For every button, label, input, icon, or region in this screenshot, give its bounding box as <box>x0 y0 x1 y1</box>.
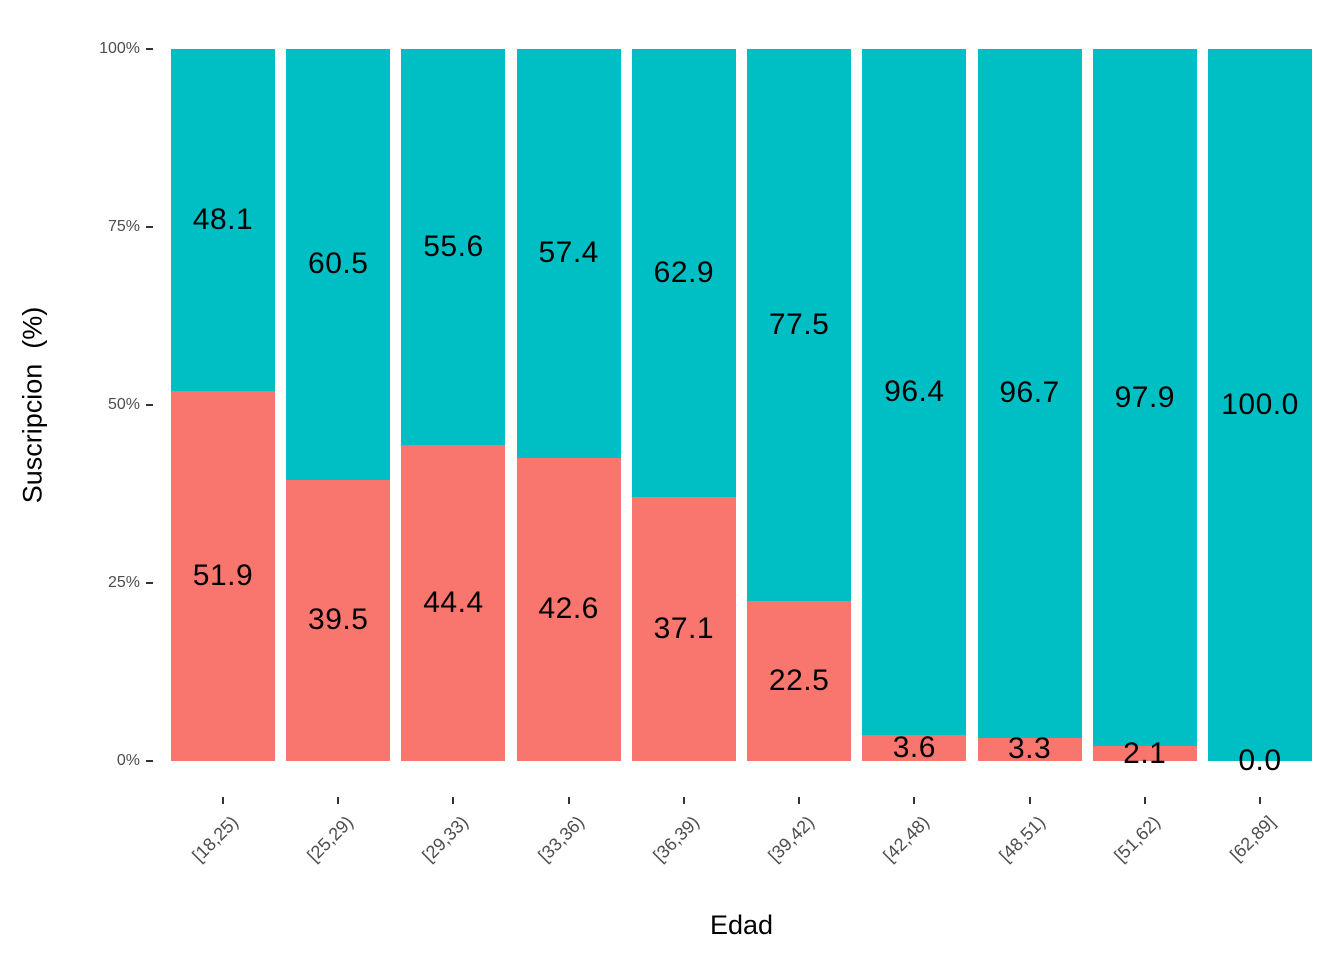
bar-segment-bottom <box>862 735 967 761</box>
bar-value-label-top: 77.5 <box>768 307 830 341</box>
bar-segment-top <box>747 49 852 601</box>
bar-value-label-top: 96.4 <box>884 375 945 409</box>
bar-segment-top <box>977 49 1082 738</box>
x-tick-label: [33,36) <box>533 811 588 866</box>
bar-segment-bottom <box>631 496 736 761</box>
x-axis-title: Edad <box>709 910 774 940</box>
x-tick-mark <box>798 797 801 804</box>
bar-segment-bottom <box>747 600 852 761</box>
bar-value-label-top: 62.9 <box>653 255 715 289</box>
x-tick-mark <box>1143 797 1146 804</box>
x-tick-mark <box>1258 797 1261 804</box>
y-tick-label: 75% <box>107 218 140 235</box>
bar-value-label-bottom: 42.6 <box>538 592 599 626</box>
x-tick-label: [36,39) <box>649 811 703 866</box>
bar-value-label-top: 96.7 <box>999 376 1060 410</box>
bar-value-label-bottom: 3.3 <box>1007 732 1052 766</box>
x-tick-label: [42,48) <box>879 811 934 866</box>
bar-segment-bottom <box>977 737 1082 761</box>
y-tick-mark <box>146 404 153 406</box>
x-tick-label: [62,89] <box>1225 811 1280 865</box>
x-tick-mark <box>1028 797 1031 804</box>
bar-value-label-top: 100.0 <box>1221 388 1299 421</box>
x-tick-mark <box>682 797 685 804</box>
bar-value-label-bottom: 0.0 <box>1238 744 1282 777</box>
y-tick-label: 50% <box>107 396 140 413</box>
bar-segment-top <box>631 49 736 497</box>
bar-value-label-bottom: 51.9 <box>192 559 254 593</box>
x-tick-label: [48,51) <box>994 811 1049 866</box>
x-tick-label: [18,25) <box>188 811 243 866</box>
bar-segment-top <box>286 49 391 480</box>
x-tick-mark <box>222 797 224 804</box>
x-tick-label: [39,42) <box>764 811 819 866</box>
x-tick-mark <box>567 797 570 804</box>
bar-segment-bottom <box>171 391 275 761</box>
x-tick-mark <box>337 797 340 804</box>
bar-value-label-bottom: 3.6 <box>892 731 936 765</box>
bar-value-label-top: 48.1 <box>192 203 254 237</box>
bar-segment-top <box>1207 49 1312 761</box>
bar-segment-bottom <box>286 479 391 761</box>
y-tick-mark <box>146 760 153 762</box>
y-tick-mark <box>146 48 153 50</box>
bar-segment-top <box>516 49 621 458</box>
bar-segment-bottom <box>401 444 506 761</box>
bar-value-label-bottom: 22.5 <box>768 663 830 697</box>
y-tick-mark <box>146 226 153 228</box>
bar-segment-top <box>1092 49 1197 747</box>
bar-value-label-bottom: 37.1 <box>653 611 715 645</box>
x-tick-label: [51,62) <box>1110 811 1164 866</box>
y-tick-label: 25% <box>107 574 140 591</box>
y-tick-label: 0% <box>116 752 140 769</box>
x-tick-label: [29,33) <box>418 811 473 866</box>
bar-segment-top <box>862 49 967 736</box>
bar-segment-bottom <box>516 457 621 761</box>
bar-value-label-top: 60.5 <box>308 247 369 281</box>
y-tick-mark <box>146 582 153 584</box>
bar-segment-top <box>401 49 506 445</box>
y-tick-label: 100% <box>99 40 140 57</box>
bar-value-label-bottom: 44.4 <box>423 585 484 619</box>
y-axis-title: Suscripcion (%) <box>17 306 48 504</box>
bar-value-label-top: 97.9 <box>1114 380 1175 414</box>
bar-value-label-bottom: 2.1 <box>1123 736 1167 770</box>
bar-value-label-top: 57.4 <box>538 236 599 270</box>
bar-segment-top <box>171 49 275 392</box>
bar-value-label-bottom: 39.5 <box>308 603 369 637</box>
bar-segment-bottom <box>1092 746 1197 761</box>
x-tick-mark <box>913 797 916 804</box>
x-tick-label: [25,29) <box>303 811 358 866</box>
x-tick-mark <box>452 797 455 804</box>
bar-value-label-top: 55.6 <box>423 229 484 263</box>
